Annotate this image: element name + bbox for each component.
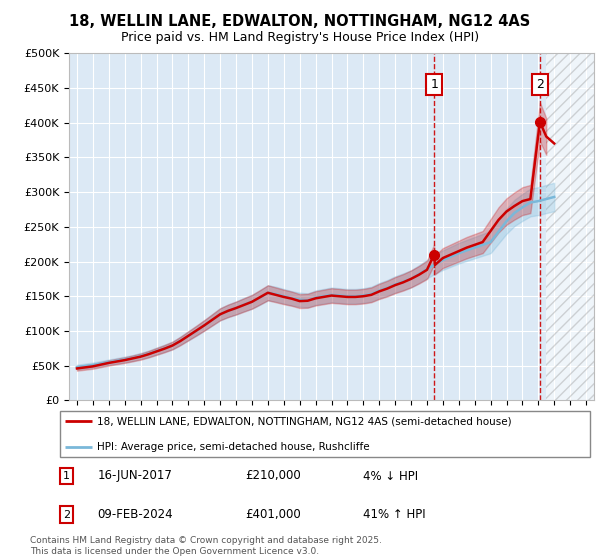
Text: £401,000: £401,000 [245, 508, 301, 521]
Text: 18, WELLIN LANE, EDWALTON, NOTTINGHAM, NG12 4AS: 18, WELLIN LANE, EDWALTON, NOTTINGHAM, N… [70, 14, 530, 29]
Bar [546, 53, 600, 400]
FancyBboxPatch shape [59, 411, 590, 457]
Text: 1: 1 [430, 78, 438, 91]
Text: 09-FEB-2024: 09-FEB-2024 [97, 508, 173, 521]
Text: 16-JUN-2017: 16-JUN-2017 [97, 469, 172, 483]
Text: Price paid vs. HM Land Registry's House Price Index (HPI): Price paid vs. HM Land Registry's House … [121, 31, 479, 44]
Text: 41% ↑ HPI: 41% ↑ HPI [363, 508, 426, 521]
Text: £210,000: £210,000 [245, 469, 301, 483]
Text: Contains HM Land Registry data © Crown copyright and database right 2025.
This d: Contains HM Land Registry data © Crown c… [30, 536, 382, 556]
Text: 18, WELLIN LANE, EDWALTON, NOTTINGHAM, NG12 4AS (semi-detached house): 18, WELLIN LANE, EDWALTON, NOTTINGHAM, N… [97, 417, 512, 426]
Text: 4% ↓ HPI: 4% ↓ HPI [363, 469, 418, 483]
Text: 1: 1 [63, 471, 70, 481]
Bar [546, 53, 600, 400]
Text: 2: 2 [63, 510, 70, 520]
Text: 2: 2 [536, 78, 544, 91]
Text: HPI: Average price, semi-detached house, Rushcliffe: HPI: Average price, semi-detached house,… [97, 442, 370, 451]
